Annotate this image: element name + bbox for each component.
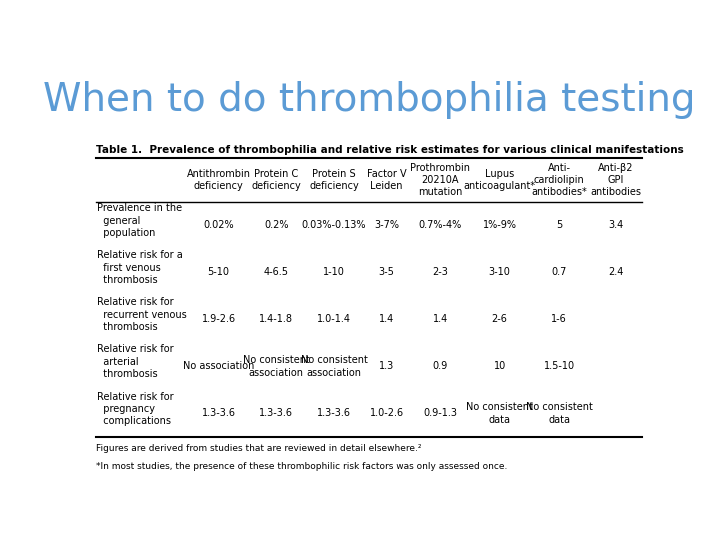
Text: 0.03%-0.13%: 0.03%-0.13% — [302, 220, 366, 230]
Text: Figures are derived from studies that are reviewed in detail elsewhere.²: Figures are derived from studies that ar… — [96, 443, 421, 453]
Text: 1.5-10: 1.5-10 — [544, 361, 575, 372]
Text: Factor V
Leiden: Factor V Leiden — [366, 168, 406, 191]
Text: Antithrombin
deficiency: Antithrombin deficiency — [186, 168, 251, 191]
Text: No consistent
data: No consistent data — [466, 402, 533, 424]
Text: 0.2%: 0.2% — [264, 220, 289, 230]
Text: Protein C
deficiency: Protein C deficiency — [251, 168, 301, 191]
Text: 4-6.5: 4-6.5 — [264, 267, 289, 277]
Text: 0.9-1.3: 0.9-1.3 — [423, 408, 457, 418]
Text: Anti-β2
GPI
antibodies: Anti-β2 GPI antibodies — [590, 163, 642, 197]
Text: Table 1.  Prevalence of thrombophilia and relative risk estimates for various cl: Table 1. Prevalence of thrombophilia and… — [96, 145, 683, 154]
Text: 1-6: 1-6 — [552, 314, 567, 324]
Text: Protein S
deficiency: Protein S deficiency — [309, 168, 359, 191]
Text: 5-10: 5-10 — [207, 267, 230, 277]
Text: Prothrombin
20210A
mutation: Prothrombin 20210A mutation — [410, 163, 470, 197]
Text: 1%-9%: 1%-9% — [482, 220, 517, 230]
Text: No consistent
data: No consistent data — [526, 402, 593, 424]
Text: 0.7: 0.7 — [552, 267, 567, 277]
Text: Prevalence in the
  general
  population: Prevalence in the general population — [97, 203, 182, 238]
Text: 1.0-1.4: 1.0-1.4 — [317, 314, 351, 324]
Text: Relative risk for
  pregnancy
  complications: Relative risk for pregnancy complication… — [97, 392, 174, 426]
Text: No consistent
association: No consistent association — [243, 355, 310, 377]
Text: 1.9-2.6: 1.9-2.6 — [202, 314, 235, 324]
Text: 2-3: 2-3 — [432, 267, 448, 277]
Text: 3-5: 3-5 — [379, 267, 395, 277]
Text: 1.3-3.6: 1.3-3.6 — [259, 408, 293, 418]
Text: No association: No association — [183, 361, 254, 372]
Text: 3-10: 3-10 — [489, 267, 510, 277]
Text: 3-7%: 3-7% — [374, 220, 399, 230]
Text: Lupus
anticoagulant*: Lupus anticoagulant* — [464, 168, 536, 191]
Text: No consistent
association: No consistent association — [301, 355, 367, 377]
Text: When to do thrombophilia testing: When to do thrombophilia testing — [42, 82, 696, 119]
Text: 1.3-3.6: 1.3-3.6 — [317, 408, 351, 418]
Text: Anti-
cardiolipin
antibodies*: Anti- cardiolipin antibodies* — [531, 163, 587, 197]
Text: Relative risk for a
  first venous
  thrombosis: Relative risk for a first venous thrombo… — [97, 250, 183, 285]
Text: 5: 5 — [556, 220, 562, 230]
Text: 0.02%: 0.02% — [203, 220, 234, 230]
Text: 10: 10 — [493, 361, 505, 372]
Text: 1-10: 1-10 — [323, 267, 345, 277]
Text: 1.4-1.8: 1.4-1.8 — [259, 314, 293, 324]
Text: 0.9: 0.9 — [433, 361, 448, 372]
Text: 1.3-3.6: 1.3-3.6 — [202, 408, 235, 418]
Text: Relative risk for
  arterial
  thrombosis: Relative risk for arterial thrombosis — [97, 345, 174, 379]
Text: 1.0-2.6: 1.0-2.6 — [369, 408, 404, 418]
Text: 1.3: 1.3 — [379, 361, 395, 372]
Text: 1.4: 1.4 — [379, 314, 395, 324]
Text: 3.4: 3.4 — [608, 220, 624, 230]
Text: 2-6: 2-6 — [492, 314, 508, 324]
Text: 0.7%-4%: 0.7%-4% — [418, 220, 462, 230]
Text: 1.4: 1.4 — [433, 314, 448, 324]
Text: Relative risk for
  recurrent venous
  thrombosis: Relative risk for recurrent venous throm… — [97, 298, 187, 332]
Text: *In most studies, the presence of these thrombophilic risk factors was only asse: *In most studies, the presence of these … — [96, 462, 507, 471]
Text: 2.4: 2.4 — [608, 267, 624, 277]
